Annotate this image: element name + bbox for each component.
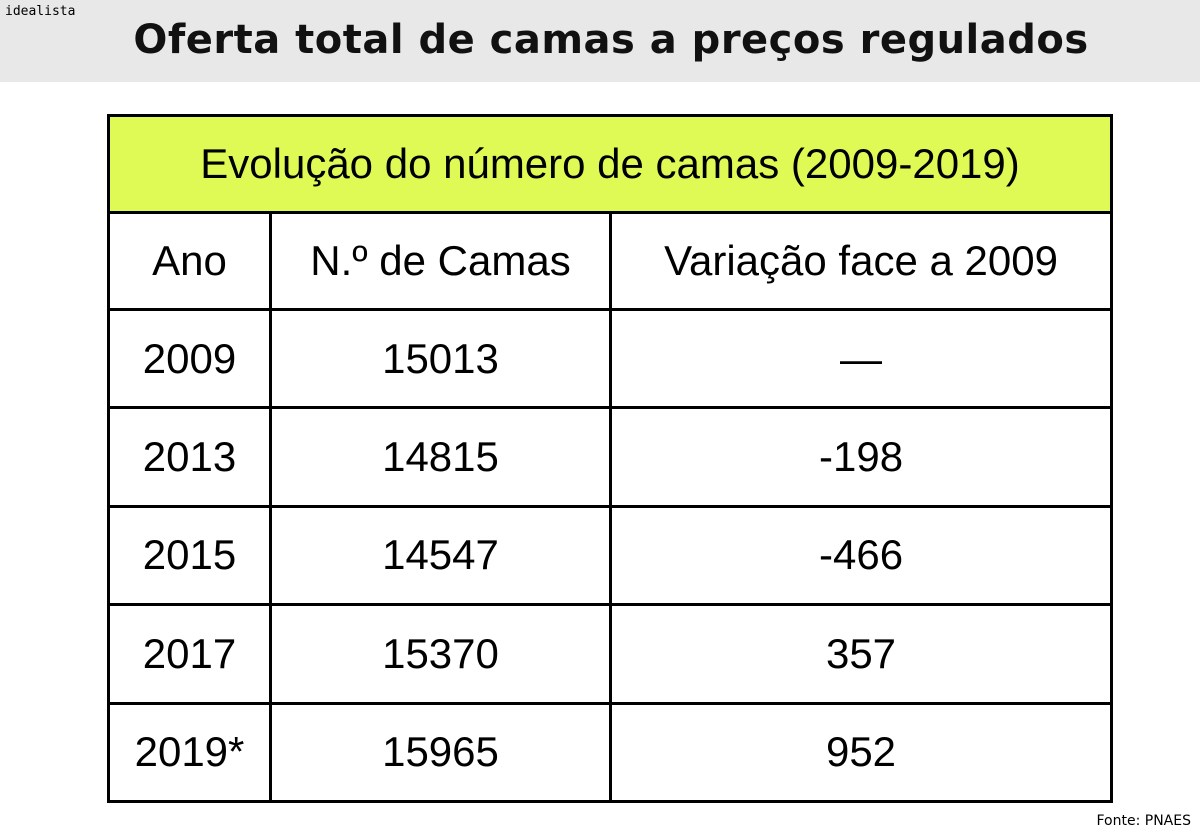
cell-variation: —: [608, 307, 1114, 410]
table-row: 2015 14547 -466: [107, 504, 1114, 607]
cell-variation: -198: [608, 406, 1114, 508]
data-table: Evolução do número de camas (2009-2019) …: [106, 114, 1114, 804]
source-note: Fonte: PNAES: [1096, 813, 1192, 829]
cell-beds: 14547: [269, 504, 612, 607]
brand-logo: idealista: [5, 4, 76, 19]
cell-year: 2017: [107, 603, 272, 705]
title-banner: [0, 0, 1200, 82]
cell-year: 2009: [107, 307, 272, 410]
table-row: 2017 15370 357: [107, 603, 1114, 705]
table-caption-row: Evolução do número de camas (2009-2019): [106, 114, 1114, 214]
cell-beds: 15965: [269, 701, 612, 804]
table-row: 2009 15013 —: [107, 307, 1114, 410]
cell-year: 2013: [107, 406, 272, 508]
cell-beds: 14815: [269, 406, 612, 508]
column-header-beds: N.º de Camas: [269, 211, 612, 311]
table-caption: Evolução do número de camas (2009-2019): [106, 114, 1114, 214]
cell-beds: 15370: [269, 603, 612, 705]
cell-year: 2019*: [107, 701, 272, 804]
table-header-row: Ano N.º de Camas Variação face a 2009: [107, 211, 1114, 311]
table-row: 2013 14815 -198: [107, 406, 1114, 508]
cell-variation: -466: [608, 504, 1114, 607]
column-header-variation: Variação face a 2009: [608, 211, 1114, 311]
cell-year: 2015: [107, 504, 272, 607]
cell-variation: 357: [608, 603, 1114, 705]
cell-variation: 952: [608, 701, 1114, 804]
cell-beds: 15013: [269, 307, 612, 410]
page-title: Oferta total de camas a preços regulados: [133, 17, 1089, 63]
column-header-year: Ano: [107, 211, 272, 311]
table-row: 2019* 15965 952: [107, 701, 1114, 804]
